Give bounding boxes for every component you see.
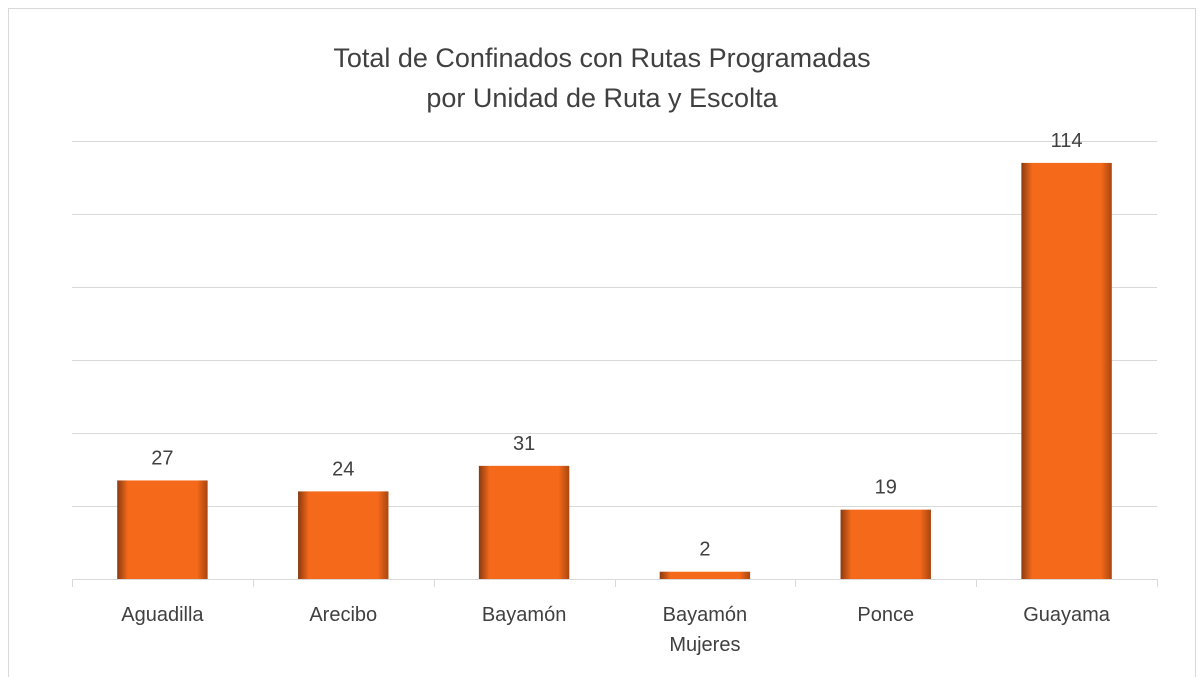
bar <box>1021 162 1112 579</box>
data-label: 2 <box>699 539 710 561</box>
bar <box>298 491 389 579</box>
data-label: 31 <box>513 433 535 455</box>
x-tick-label: Aguadilla <box>121 604 204 626</box>
bar <box>659 571 751 579</box>
data-label: 19 <box>875 477 897 499</box>
data-label: 24 <box>332 458 354 480</box>
x-tick-label: Bayamón <box>481 604 567 626</box>
bar <box>478 465 570 579</box>
chart-title: Total de Confinados con Rutas Programada… <box>333 43 871 113</box>
x-tick-label: Bayamón Mujeres <box>662 604 748 656</box>
data-label: 114 <box>1051 130 1083 152</box>
x-tick-label: Guayama <box>1023 604 1110 626</box>
x-tick-label: Arecibo <box>309 604 378 626</box>
x-tick-label: Ponce <box>857 604 915 626</box>
data-label: 27 <box>151 447 173 469</box>
chart-border <box>8 8 1196 677</box>
bar <box>117 480 208 579</box>
bar <box>840 509 931 579</box>
